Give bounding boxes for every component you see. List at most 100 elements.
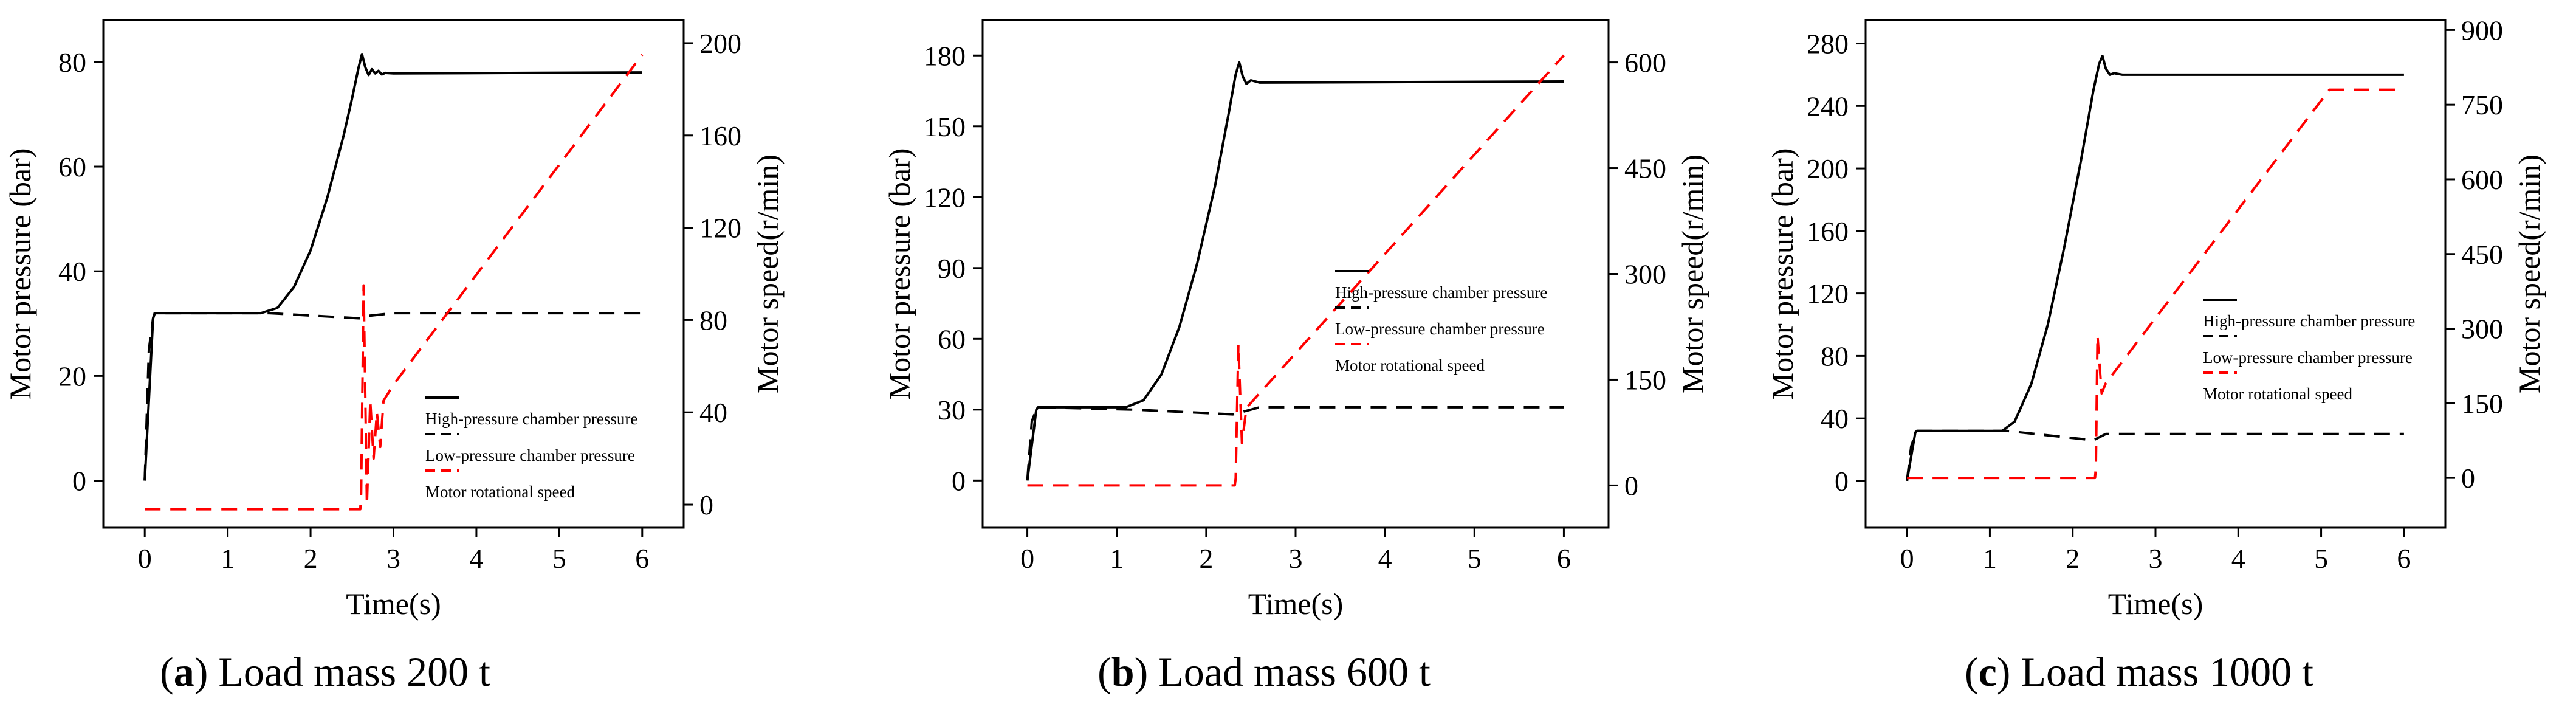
y-left-tick-label: 0 — [72, 466, 86, 497]
plot-frame — [981, 19, 1610, 529]
panel-caption: (c) Load mass 1000 t — [1965, 649, 2313, 695]
series-line-high-pressure — [1026, 61, 1564, 481]
y-right-tick-label: 0 — [2461, 463, 2475, 494]
y-right-axis-title: Motor speed(r/min) — [1675, 154, 1709, 393]
x-axis-title: Time(s) — [2108, 587, 2203, 621]
y-right-axis-title: Motor speed(r/min) — [750, 154, 785, 393]
y-left-tick-label: 120 — [1807, 278, 1849, 309]
series-line-low-pressure — [1906, 429, 2404, 482]
x-tick-label: 1 — [1110, 543, 1124, 574]
x-tick-label: 0 — [1020, 543, 1034, 574]
legend-label: High-pressure chamber pressure — [1335, 283, 1547, 302]
x-tick-label: 6 — [2397, 543, 2411, 574]
x-tick-label: 2 — [304, 543, 318, 574]
x-tick-label: 4 — [469, 543, 483, 574]
x-tick-label: 3 — [1289, 543, 1303, 574]
caption-open-paren: ( — [1097, 649, 1111, 695]
y-right-axis-title: Motor speed(r/min) — [2512, 154, 2546, 393]
plot-frame — [1864, 19, 2447, 529]
legend-label: Low-pressure chamber pressure — [2203, 348, 2413, 367]
x-tick-label: 3 — [386, 543, 400, 574]
y-right-tick-label: 600 — [1624, 47, 1666, 78]
y-left-tick-label: 0 — [1835, 466, 1849, 497]
y-left-tick-label: 0 — [952, 465, 966, 496]
y-right-tick-label: 300 — [1624, 259, 1666, 290]
x-tick-label: 5 — [2314, 543, 2328, 574]
x-tick-label: 5 — [552, 543, 566, 574]
y-left-tick-label: 180 — [924, 40, 966, 71]
x-tick-label: 3 — [2149, 543, 2163, 574]
series-line-motor-speed — [1907, 88, 2404, 480]
caption-letter: b — [1111, 649, 1135, 695]
caption-close-paren: ) — [194, 649, 219, 695]
y-left-tick-label: 40 — [1821, 403, 1849, 434]
caption-close-paren: ) — [1997, 649, 2021, 695]
y-left-tick-label: 20 — [58, 361, 86, 392]
panel-caption: (a) Load mass 200 t — [160, 649, 490, 695]
y-left-tick-label: 240 — [1807, 91, 1849, 122]
chart-panel-a: 0 1 2 3 4 5 602040608004080120160200Time(s)Mot… — [3, 19, 785, 695]
x-tick-label: 1 — [221, 543, 235, 574]
legend-label: Motor rotational speed — [425, 483, 575, 501]
panel-caption: (b) Load mass 600 t — [1097, 649, 1431, 695]
y-left-axis-title: Motor pressure (bar) — [1765, 148, 1799, 400]
y-right-tick-label: 750 — [2461, 89, 2503, 120]
y-right-tick-label: 120 — [699, 213, 741, 244]
y-left-tick-label: 280 — [1807, 29, 1849, 60]
legend: High-pressure chamber pressure Low-pressu… — [2203, 299, 2415, 403]
y-right-tick-label: 0 — [1624, 470, 1638, 501]
legend: High-pressure chamber pressure Low-pressu… — [425, 396, 637, 501]
series-line-low-pressure — [143, 312, 642, 481]
caption-text: Load mass 1000 t — [2021, 649, 2313, 695]
y-right-tick-label: 40 — [699, 397, 727, 428]
y-left-tick-label: 80 — [58, 47, 86, 78]
y-right-tick-label: 600 — [2461, 164, 2503, 195]
chart-panel-c: 0 1 2 3 4 5 6 0 40 80 120 160 200 240 280 0 150 300 450 600… — [1765, 15, 2546, 695]
series-line-high-pressure — [143, 53, 642, 481]
y-right-tick-label: 450 — [2461, 239, 2503, 270]
legend: High-pressure chamber pressure Low-pressu… — [1335, 270, 1547, 375]
caption-text: Load mass 600 t — [1158, 649, 1431, 695]
legend-label: High-pressure chamber pressure — [425, 410, 637, 428]
x-axis-title: Time(s) — [1248, 587, 1344, 621]
y-left-tick-label: 200 — [1807, 153, 1849, 184]
x-tick-label: 2 — [1199, 543, 1213, 574]
legend-label: High-pressure chamber pressure — [2203, 312, 2415, 330]
x-tick-label: 2 — [2066, 543, 2080, 574]
legend-label: Low-pressure chamber pressure — [425, 446, 635, 464]
caption-open-paren: ( — [1965, 649, 1979, 695]
caption-text: Load mass 200 t — [218, 649, 490, 695]
series-line-low-pressure — [1026, 406, 1564, 481]
y-left-axis-title: Motor pressure (bar) — [882, 148, 916, 400]
y-left-tick-label: 60 — [58, 151, 86, 182]
x-tick-label: 6 — [635, 543, 649, 574]
y-right-tick-label: 150 — [2461, 388, 2503, 419]
y-left-axis-title: Motor pressure (bar) — [3, 148, 37, 400]
caption-open-paren: ( — [160, 649, 174, 695]
x-tick-label: 6 — [1557, 543, 1571, 574]
caption-letter: a — [174, 649, 194, 695]
caption-close-paren: ) — [1135, 649, 1159, 695]
series-line-motor-speed — [1027, 54, 1565, 487]
y-right-tick-label: 0 — [699, 489, 713, 520]
y-right-tick-label: 80 — [699, 305, 727, 336]
y-left-tick-label: 120 — [924, 182, 966, 213]
y-right-tick-label: 150 — [1624, 364, 1666, 395]
x-tick-label: 0 — [1900, 543, 1914, 574]
x-tick-label: 4 — [1378, 543, 1392, 574]
caption-letter: c — [1979, 649, 1997, 695]
legend-label: Motor rotational speed — [1335, 356, 1485, 375]
y-left-tick-label: 40 — [58, 256, 86, 287]
y-left-tick-label: 80 — [1821, 340, 1849, 371]
chart-panel-b: 0 1 2 3 4 5 603060901201501800150300450600Time… — [882, 19, 1709, 695]
series-line-motor-speed — [145, 54, 644, 511]
x-tick-label: 0 — [138, 543, 152, 574]
y-left-tick-label: 60 — [938, 323, 966, 354]
y-right-tick-label: 450 — [1624, 153, 1666, 184]
legend-label: Low-pressure chamber pressure — [1335, 320, 1545, 338]
y-right-tick-label: 900 — [2461, 15, 2503, 46]
y-left-tick-label: 160 — [1807, 216, 1849, 247]
x-axis-title: Time(s) — [346, 587, 441, 621]
y-left-tick-label: 150 — [924, 111, 966, 142]
